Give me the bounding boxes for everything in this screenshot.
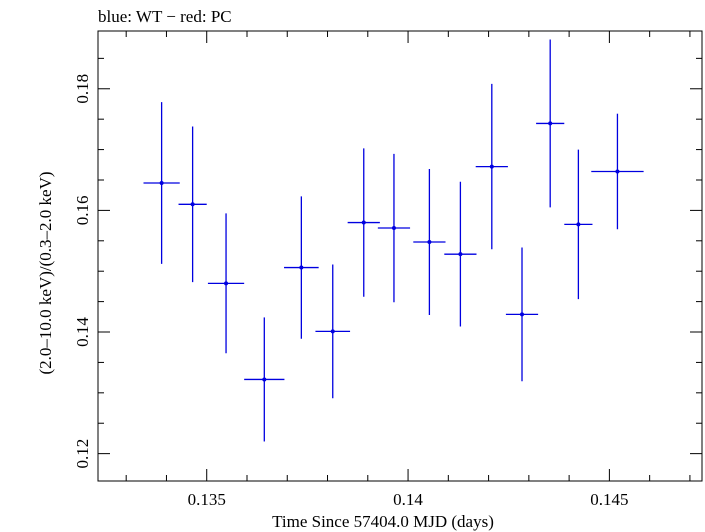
x-axis-label: Time Since 57404.0 MJD (days) bbox=[272, 512, 494, 531]
point-marker bbox=[190, 202, 195, 207]
point-marker bbox=[330, 329, 335, 334]
point-marker bbox=[262, 377, 267, 382]
point-marker bbox=[159, 181, 164, 186]
data-point bbox=[284, 196, 319, 339]
data-point bbox=[591, 113, 644, 230]
point-marker bbox=[458, 252, 463, 257]
data-point bbox=[143, 102, 180, 264]
point-marker bbox=[576, 222, 581, 227]
y-tick-label: 0.16 bbox=[73, 196, 92, 226]
data-point bbox=[178, 126, 207, 283]
data-point bbox=[377, 153, 411, 303]
chart-title: blue: WT − red: PC bbox=[98, 7, 232, 26]
x-tick-label: 0.135 bbox=[188, 490, 226, 509]
point-marker bbox=[427, 240, 432, 245]
point-marker bbox=[299, 265, 304, 270]
data-point bbox=[444, 181, 477, 327]
y-tick-label: 0.18 bbox=[73, 74, 92, 104]
y-axis-label: (2.0–10.0 keV)/(0.3–2.0 keV) bbox=[36, 171, 55, 374]
point-marker bbox=[548, 121, 553, 126]
point-marker bbox=[489, 164, 494, 169]
axis-ticks: 0.135 0.14 0.145 0.12 0.14 0.16 0.18 bbox=[73, 31, 702, 509]
data-series-wt bbox=[143, 39, 644, 442]
point-marker bbox=[361, 220, 366, 225]
data-point bbox=[347, 148, 380, 297]
point-marker bbox=[224, 281, 229, 286]
point-marker bbox=[391, 226, 396, 231]
x-tick-label: 0.145 bbox=[590, 490, 628, 509]
point-marker bbox=[520, 312, 525, 317]
data-point bbox=[413, 169, 446, 315]
data-point bbox=[505, 247, 539, 382]
data-point bbox=[536, 39, 565, 208]
data-point bbox=[207, 213, 245, 354]
data-point bbox=[315, 264, 351, 399]
y-tick-label: 0.12 bbox=[73, 439, 92, 469]
y-tick-label: 0.14 bbox=[73, 317, 92, 347]
plot-frame bbox=[97, 30, 703, 482]
point-marker bbox=[615, 169, 620, 174]
plot-area: 0.135 0.14 0.145 0.12 0.14 0.16 0.18 bbox=[73, 30, 703, 509]
data-point bbox=[244, 317, 285, 442]
data-point bbox=[564, 149, 593, 300]
data-point bbox=[475, 83, 508, 250]
x-tick-label: 0.14 bbox=[393, 490, 423, 509]
